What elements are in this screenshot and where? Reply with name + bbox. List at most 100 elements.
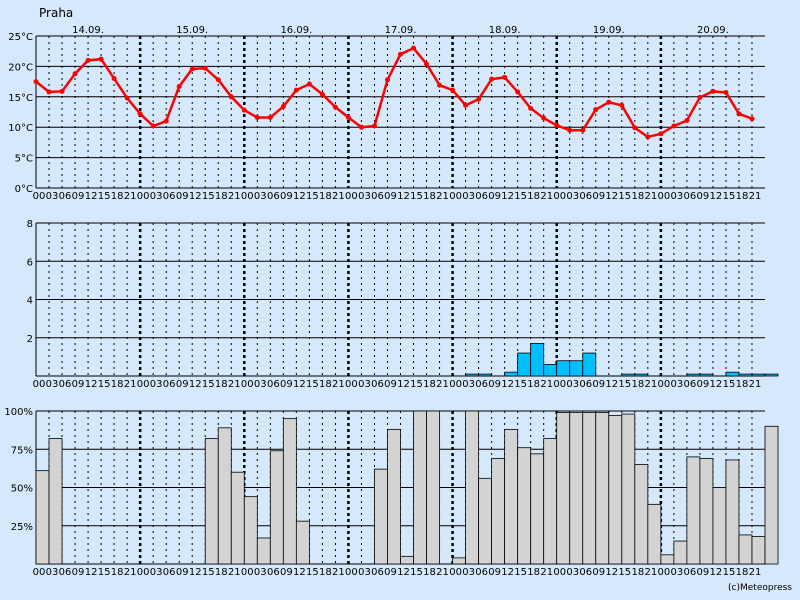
temp-xtick-label: 12 [189, 191, 202, 202]
temperature-point [371, 123, 377, 129]
cloud-bar [256, 537, 271, 565]
precip-xtick-label: 03 [566, 379, 579, 390]
temp-xtick-label: 15 [618, 191, 631, 202]
temp-ytick-label: 0°C [15, 184, 33, 195]
cloud-xtick-label: 12 [189, 567, 202, 578]
precip-xtick-label: 15 [514, 379, 527, 390]
temp-xtick-label: 18 [215, 191, 228, 202]
cloud-xtick-label: 00 [449, 567, 462, 578]
precip-xtick-label: 15 [202, 379, 215, 390]
temp-xtick-label: 06 [475, 191, 488, 202]
cloud-xtick-label: 06 [163, 567, 176, 578]
cloud-bar [452, 557, 466, 565]
cloud-bar [582, 412, 597, 565]
temperature-point [137, 111, 143, 117]
temperature-point [463, 102, 469, 108]
temperature-point [593, 107, 599, 113]
cloud-bar [764, 425, 779, 565]
temp-xtick-label: 18 [111, 191, 124, 202]
temp-xtick-label: 09 [488, 191, 501, 202]
temp-xtick-label: 09 [697, 191, 710, 202]
temp-xtick-label: 21 [540, 191, 553, 202]
temp-xtick-label: 03 [150, 191, 163, 202]
temperature-point [124, 95, 130, 101]
temperature-point [476, 96, 482, 102]
cloud-bar [712, 487, 727, 565]
precip-xtick-label: 03 [46, 379, 59, 390]
cloud-bar [634, 464, 649, 565]
cloud-xtick-label: 12 [293, 567, 306, 578]
cloud-bar [621, 413, 636, 565]
temperature-point [46, 89, 52, 95]
temperature-point [59, 88, 65, 94]
cloud-xtick-label: 09 [176, 567, 189, 578]
temperature-point [697, 94, 703, 100]
temperature-point [189, 66, 195, 72]
cloud-xtick-label: 09 [592, 567, 605, 578]
temperature-point [358, 124, 364, 130]
temperature-point [398, 51, 403, 57]
temperature-point [450, 87, 456, 93]
temperature-point [254, 114, 260, 120]
cloud-xtick-label: 06 [59, 567, 72, 578]
temperature-point [671, 123, 677, 129]
precip-xtick-label: 12 [189, 379, 202, 390]
cloud-xtick-label: 18 [631, 567, 644, 578]
temp-xtick-label: 00 [137, 191, 150, 202]
precip-xtick-label: 15 [98, 379, 111, 390]
temperature-point [645, 134, 651, 140]
temperature-point [202, 65, 208, 71]
cloud-bar [243, 496, 258, 565]
temperature-point [150, 123, 156, 129]
precip-ytick-label: 8 [27, 219, 33, 230]
precipitation-bar [621, 373, 636, 377]
temp-xtick-label: 21 [749, 191, 762, 202]
precip-xtick-label: 18 [215, 379, 228, 390]
temp-xtick-label: 06 [163, 191, 176, 202]
precip-xtick-label: 15 [306, 379, 319, 390]
cloud-bar [48, 438, 63, 565]
precip-xtick-label: 06 [684, 379, 697, 390]
precip-xtick-label: 06 [163, 379, 176, 390]
cloud-xtick-label: 09 [488, 567, 501, 578]
precip-xtick-label: 18 [631, 379, 644, 390]
temp-xtick-label: 18 [527, 191, 540, 202]
temp-xtick-label: 03 [46, 191, 59, 202]
cloud-bar [465, 410, 480, 565]
precip-ytick-label: 6 [27, 257, 33, 268]
temperature-point [619, 102, 625, 108]
precip-xtick-label: 00 [137, 379, 150, 390]
temperature-point [33, 79, 39, 85]
precip-xtick-label: 09 [697, 379, 710, 390]
cloud-bar [217, 427, 232, 565]
precip-xtick-label: 15 [410, 379, 423, 390]
temperature-point [580, 127, 586, 133]
precip-xtick-label: 09 [280, 379, 293, 390]
precip-xtick-label: 09 [72, 379, 85, 390]
precipitation-bar [738, 373, 753, 377]
cloud-ytick-label: 25% [11, 522, 33, 533]
temp-xtick-label: 21 [228, 191, 241, 202]
cloud-bar [504, 428, 519, 565]
precip-xtick-label: 21 [540, 379, 553, 390]
cloud-xtick-label: 15 [514, 567, 527, 578]
temperature-point [293, 87, 299, 93]
cloud-bar [556, 412, 571, 565]
temp-xtick-label: 18 [423, 191, 436, 202]
precip-xtick-label: 09 [176, 379, 189, 390]
precip-xtick-label: 15 [723, 379, 736, 390]
cloud-bar [400, 555, 414, 565]
temp-xtick-label: 12 [85, 191, 98, 202]
temperature-point [345, 114, 351, 120]
cloud-bar [673, 540, 688, 565]
cloud-xtick-label: 00 [345, 567, 358, 578]
precipitation-bar [725, 371, 740, 377]
precip-xtick-label: 21 [228, 379, 241, 390]
precipitation-bar [699, 373, 714, 377]
precip-xtick-label: 21 [644, 379, 657, 390]
cloud-xtick-label: 06 [684, 567, 697, 578]
cloud-xtick-label: 12 [397, 567, 410, 578]
cloud-bar [230, 471, 245, 565]
temp-xtick-label: 15 [723, 191, 736, 202]
precipitation-bar [569, 360, 584, 377]
